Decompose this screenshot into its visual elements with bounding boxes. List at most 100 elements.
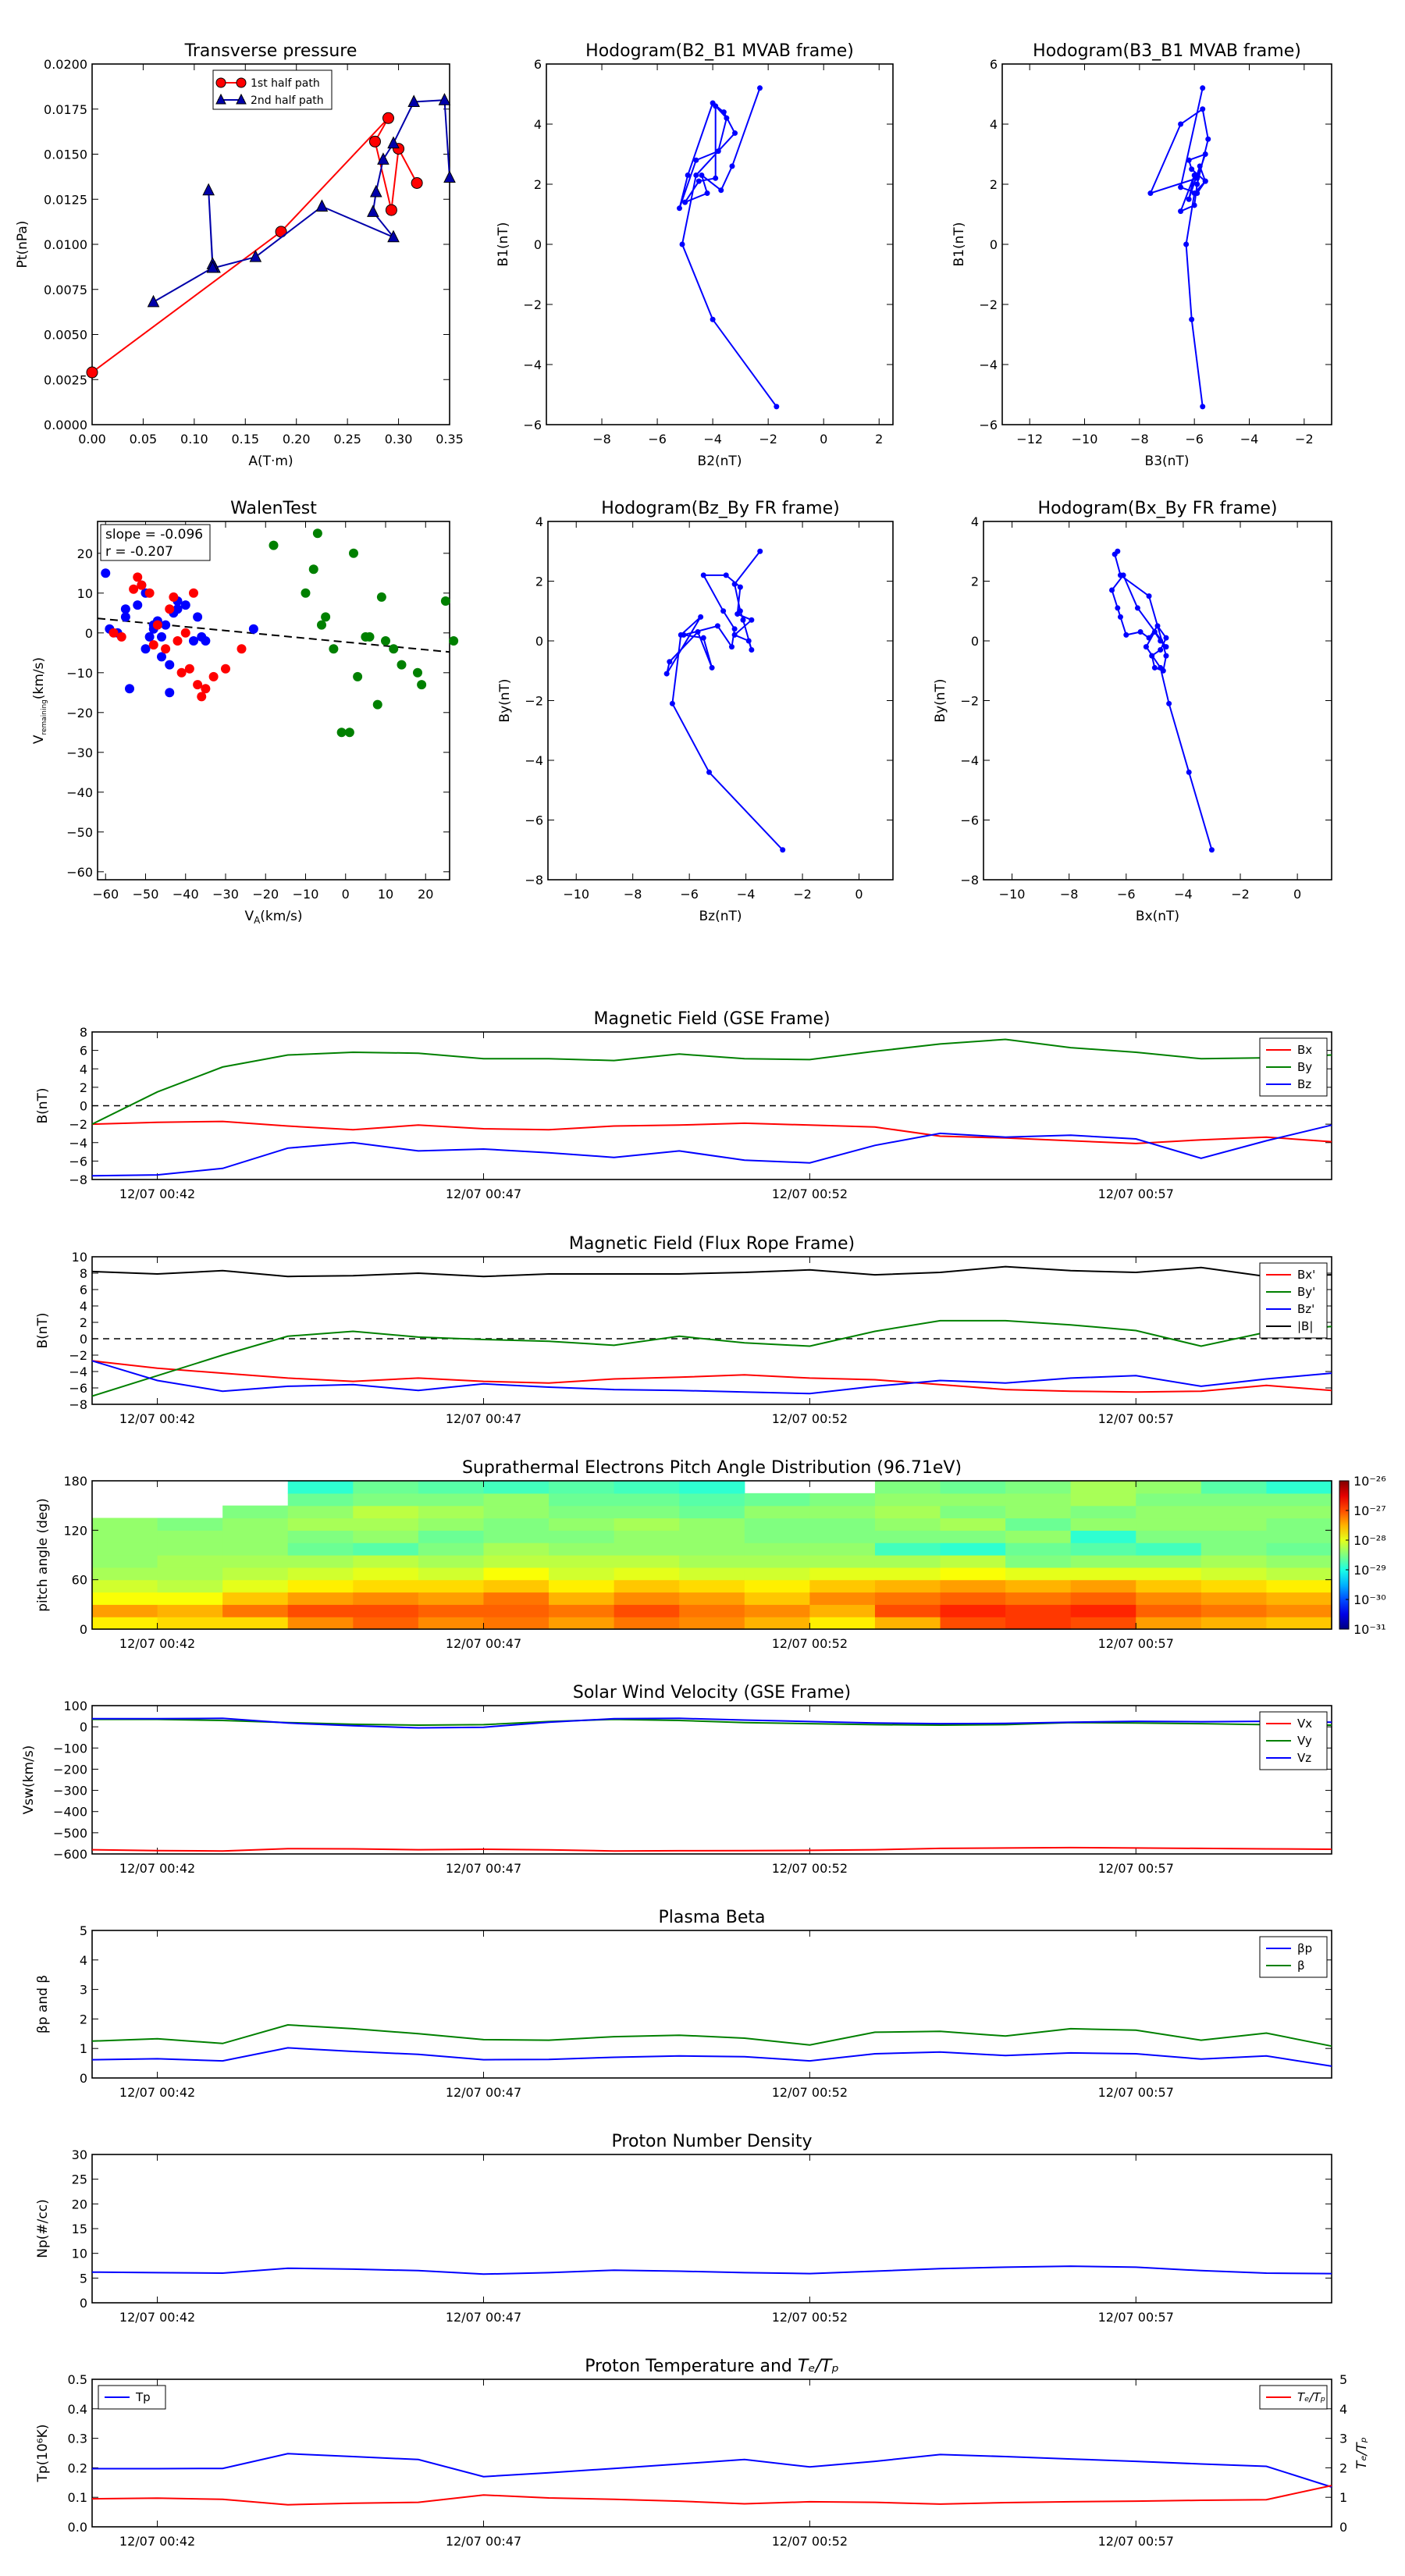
y-tick-label: 0 <box>971 634 979 649</box>
x-tick-label: 12/07 00:57 <box>1098 2310 1174 2325</box>
x-tick-label: −40 <box>173 887 199 902</box>
heatmap-cell <box>222 1542 289 1556</box>
heatmap-cell <box>353 1592 419 1605</box>
x-tick-label: 12/07 00:57 <box>1098 1411 1174 1426</box>
x-tick-label: −50 <box>133 887 159 902</box>
x-tick-label: −6 <box>1117 887 1136 902</box>
data-point <box>101 568 111 578</box>
data-point <box>377 152 389 165</box>
heatmap-cell <box>483 1579 550 1593</box>
heatmap-cell <box>549 1493 615 1507</box>
series-line-vz <box>92 1717 1332 1729</box>
y-tick-label: 2 <box>990 177 998 192</box>
legend-box <box>1259 1936 1328 1978</box>
x-tick-label: 12/07 00:47 <box>446 1187 521 1201</box>
heatmap-cell <box>353 1542 419 1556</box>
legend-label: Bx <box>1297 1043 1312 1057</box>
data-point <box>718 187 724 194</box>
x-tick-label: −2 <box>793 887 812 902</box>
x-tick-label: −2 <box>1231 887 1250 902</box>
heatmap-cell <box>614 1617 680 1630</box>
heatmap-cell <box>222 1567 289 1581</box>
heatmap-cell <box>1136 1493 1202 1507</box>
heatmap-cell <box>809 1505 876 1519</box>
data-point <box>140 644 151 654</box>
data-point <box>1163 644 1169 650</box>
chart-title: Proton Number Density <box>612 2132 813 2151</box>
heatmap-cell <box>483 1481 550 1494</box>
legend-label: Vy <box>1297 1734 1312 1748</box>
y-tick-label: 6 <box>80 1283 87 1297</box>
y-right-tick-label: 1 <box>1339 2490 1347 2505</box>
heatmap-cell <box>549 1592 615 1605</box>
data-point <box>715 148 721 155</box>
data-point <box>1117 614 1123 620</box>
y-tick-label: 0.4 <box>68 2402 87 2417</box>
data-point <box>1191 172 1197 178</box>
y-tick-label: 5 <box>80 2271 87 2286</box>
colorbar <box>1339 1480 1350 1630</box>
data-point <box>1115 605 1121 611</box>
data-point <box>749 617 755 623</box>
y-tick-label: 10 <box>72 1250 87 1265</box>
heatmap-cell <box>874 1592 941 1605</box>
y-axis-label: Vremaining(km/s) <box>31 657 48 744</box>
data-point <box>137 580 147 590</box>
walen-chart <box>97 521 450 881</box>
x-tick-label: 12/07 00:52 <box>772 2085 848 2100</box>
heatmap-cell <box>157 1517 223 1531</box>
plot-frame <box>91 1480 1332 1630</box>
heatmap-cell <box>874 1493 941 1507</box>
heatmap-cell <box>940 1481 1006 1494</box>
heatmap-cell <box>483 1542 550 1556</box>
heatmap-cell <box>809 1592 876 1605</box>
data-point <box>695 178 702 184</box>
heatmap-cell <box>940 1542 1006 1556</box>
heatmap-cell <box>614 1555 680 1568</box>
y-tick-label: 0.0125 <box>44 192 87 207</box>
data-point <box>713 103 719 109</box>
colorbar-tick-label: 10⁻²⁸ <box>1353 1533 1386 1548</box>
x-tick-label: 12/07 00:42 <box>119 2085 195 2100</box>
heatmap-cell <box>353 1555 419 1568</box>
beta-chart <box>91 1930 1332 2079</box>
heatmap-cell <box>744 1493 810 1507</box>
heatmap-cell <box>679 1530 745 1543</box>
legend-label: Tₑ/Tₚ <box>1297 2390 1325 2404</box>
heatmap-cell <box>1200 1542 1268 1556</box>
chart-title: Solar Wind Velocity (GSE Frame) <box>573 1683 851 1703</box>
data-point <box>731 632 738 638</box>
heatmap-cell <box>1070 1617 1136 1630</box>
heatmap-cell <box>679 1579 745 1593</box>
data-point <box>682 199 688 205</box>
data-point <box>1160 667 1166 674</box>
data-point <box>147 294 160 308</box>
y-tick-label: 15 <box>72 2222 87 2236</box>
heatmap-cell <box>353 1617 419 1630</box>
colorbar-tick-label: 10⁻³¹ <box>1353 1622 1386 1637</box>
heatmap-cell <box>744 1579 810 1593</box>
data-point <box>157 632 166 642</box>
heatmap-cell <box>1200 1567 1268 1581</box>
heatmap-cell <box>157 1530 223 1543</box>
heatmap-cell <box>809 1517 876 1531</box>
heatmap-cell <box>679 1567 745 1581</box>
y-tick-label: 0 <box>80 1099 87 1114</box>
heatmap-cell <box>1005 1481 1072 1494</box>
data-point <box>1186 196 1192 202</box>
y-axis-label: Tp(10⁶K) <box>35 2424 51 2482</box>
x-tick-label: 12/07 00:42 <box>119 1187 195 1201</box>
y-tick-label: 60 <box>72 1573 87 1588</box>
legend-marker <box>215 77 226 88</box>
heatmap-cell <box>679 1617 745 1630</box>
heatmap-cell <box>157 1567 223 1581</box>
heatmap-cell <box>92 1530 158 1543</box>
x-tick-label: −20 <box>252 887 279 902</box>
y-tick-label: 4 <box>80 1299 87 1314</box>
heatmap-cell <box>287 1579 354 1593</box>
x-tick-label: −4 <box>737 887 756 902</box>
y-tick-label: 0.0200 <box>44 57 87 72</box>
x-tick-label: 12/07 00:57 <box>1098 2534 1174 2549</box>
x-tick-label: −6 <box>680 887 699 902</box>
heatmap-cell <box>809 1530 876 1543</box>
